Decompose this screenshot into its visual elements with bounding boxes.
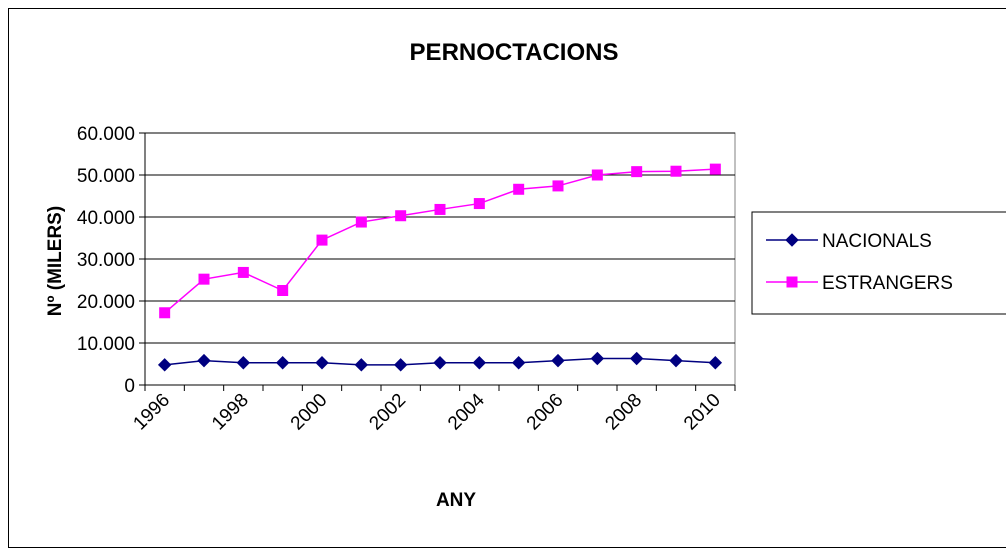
- data-point-estrangers: [198, 273, 210, 285]
- x-tick-label: 1996: [129, 390, 174, 435]
- data-point-estrangers: [159, 307, 171, 319]
- y-tick-label: 50.000: [77, 166, 135, 187]
- data-point-estrangers: [591, 169, 603, 181]
- y-tick-label: 40.000: [77, 208, 135, 229]
- data-point-estrangers: [473, 198, 485, 210]
- data-point-nacionals: [433, 356, 447, 370]
- legend-box: [751, 211, 1006, 315]
- x-tick-label: 2004: [444, 389, 489, 434]
- legend-marker-nacionals: [785, 233, 799, 247]
- data-point-estrangers: [395, 210, 407, 222]
- data-point-estrangers: [709, 163, 721, 175]
- data-point-nacionals: [669, 353, 683, 368]
- y-tick-label: 30.000: [77, 250, 135, 271]
- x-tick-label: 2000: [287, 390, 332, 435]
- legend-label-nacionals: NACIONALS: [822, 231, 932, 252]
- data-point-estrangers: [316, 234, 328, 246]
- data-point-estrangers: [277, 285, 289, 296]
- legend-label-estrangers: ESTRANGERS: [822, 273, 953, 294]
- x-tick-label: 2006: [523, 390, 568, 435]
- data-point-estrangers: [670, 165, 682, 177]
- data-point-nacionals: [590, 351, 605, 366]
- x-tick-label: 2008: [601, 390, 646, 435]
- data-point-nacionals: [393, 358, 408, 372]
- x-axis-title: ANY: [436, 490, 476, 511]
- plot-area: 0 10.000 20.000 30.000 40.000 50.000 60.000 199…: [77, 124, 736, 435]
- data-point-nacionals: [708, 356, 723, 370]
- data-point-estrangers: [631, 166, 643, 178]
- data-point-nacionals: [236, 356, 251, 370]
- data-point-nacionals: [551, 353, 565, 368]
- data-point-nacionals: [629, 351, 644, 366]
- data-point-nacionals: [354, 358, 369, 372]
- legend-marker-estrangers: [786, 276, 798, 288]
- data-point-nacionals: [472, 356, 487, 370]
- legend: NACIONALS ESTRANGERS: [751, 211, 1006, 315]
- x-tick-label: 2010: [680, 390, 725, 435]
- data-point-estrangers: [237, 266, 249, 278]
- data-point-nacionals: [157, 358, 172, 372]
- data-point-nacionals: [511, 356, 526, 370]
- data-point-nacionals: [275, 356, 290, 370]
- y-tick-label: 10.000: [77, 334, 135, 355]
- data-point-nacionals: [197, 353, 211, 368]
- y-tick-label: 20.000: [77, 292, 135, 313]
- x-tick-label: 2002: [365, 390, 410, 435]
- y-axis-title: Nº (MILERS): [45, 206, 66, 316]
- chart-svg: PERNOCTACIONS 0 10.000 20.000 30.000 40.000 5…: [45, 39, 1006, 511]
- x-tick-label: 1998: [208, 390, 253, 435]
- y-tick-label: 0: [124, 376, 135, 397]
- data-point-estrangers: [513, 183, 525, 195]
- data-point-estrangers: [434, 203, 446, 215]
- data-point-estrangers: [552, 180, 564, 192]
- data-point-estrangers: [355, 216, 367, 228]
- chart-title: PERNOCTACIONS: [410, 39, 619, 66]
- y-tick-label: 60.000: [77, 124, 135, 145]
- data-point-nacionals: [315, 356, 329, 370]
